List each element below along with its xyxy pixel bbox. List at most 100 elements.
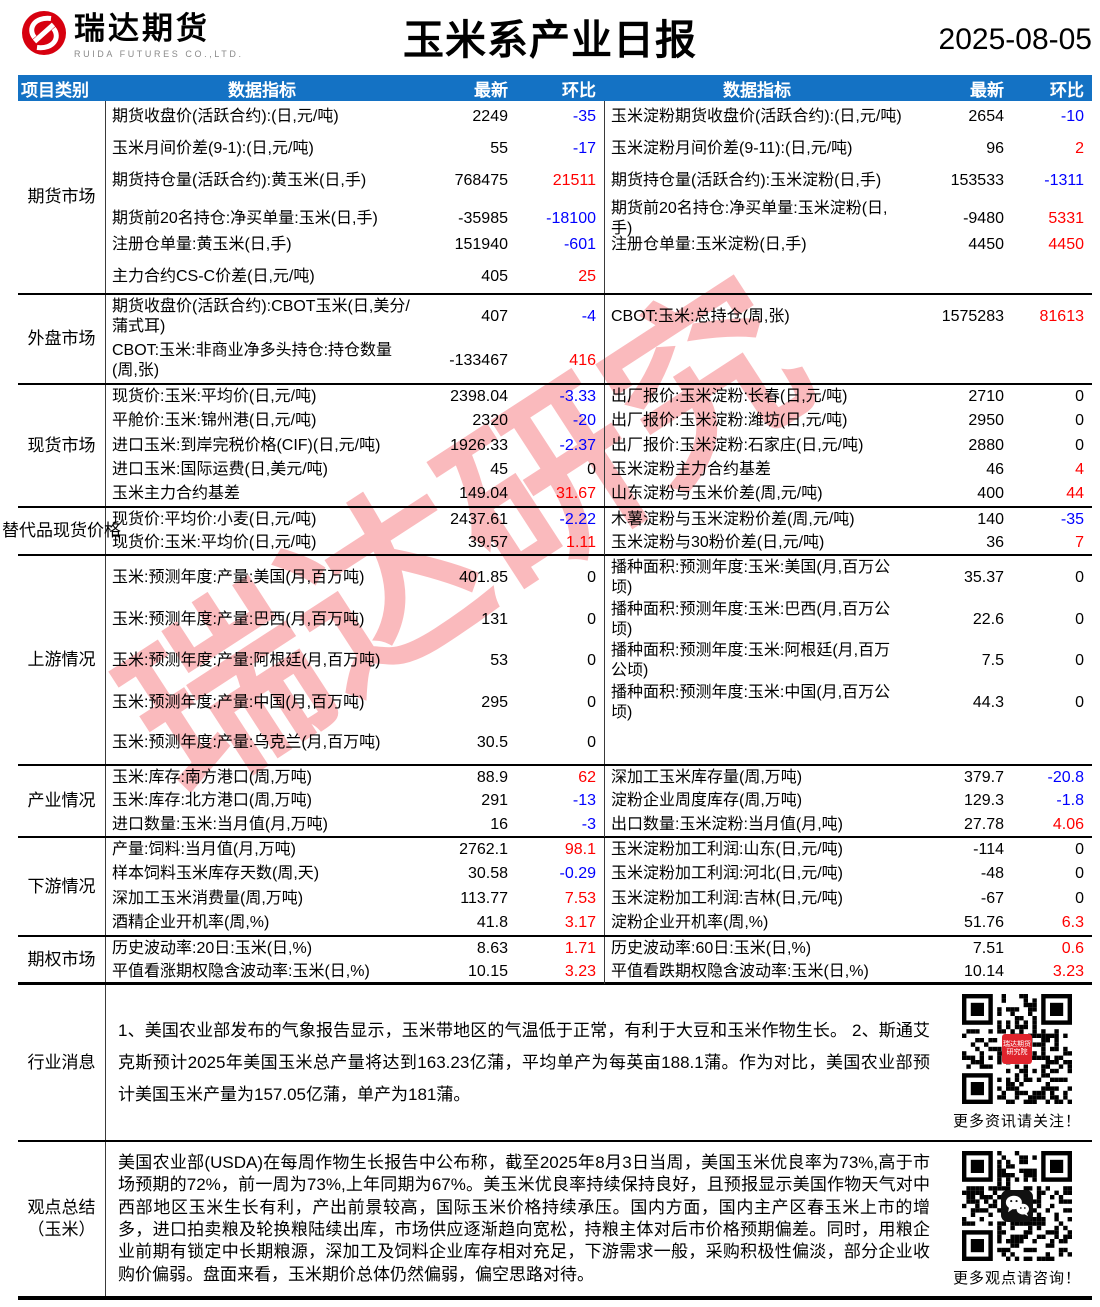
chg-value: 6.3 — [1061, 913, 1084, 931]
category-label: 上游情况 — [18, 556, 106, 764]
latest-value: 113.77 — [460, 889, 508, 907]
latest-value: 2950 — [968, 412, 1004, 430]
table-row: 样本饲料玉米库存天数(周,天) 30.58 -0.29 玉米淀粉加工利润:河北(日,元… — [106, 862, 1092, 887]
latest-value: -67 — [980, 889, 1004, 907]
category-label: 期货市场 — [18, 101, 106, 293]
chg-value: -2.22 — [559, 511, 596, 528]
logo-company-subtitle: RUIDA FUTURES CO.,LTD. — [74, 49, 244, 59]
indicator-label: 玉米:预测年度:产量:美国(月,百万吨) — [112, 569, 365, 586]
latest-value: 151940 — [454, 236, 508, 253]
section-news: 行业消息 1、美国农业部发布的气象报告显示，玉米带地区的气温低于正常，有利于大豆… — [18, 985, 1092, 1142]
chg-value: 0.6 — [1061, 940, 1084, 957]
chg-value: -0.29 — [559, 865, 596, 883]
indicator-label: 样本饲料玉米库存天数(周,天) — [112, 865, 320, 883]
table-row: 现货价:玉米:平均价(日,元/吨) 39.57 1.11 玉米淀粉与30粉价差(日,元… — [106, 531, 1092, 555]
chg-value: 3.17 — [564, 913, 596, 931]
table-row: 期货收盘价(活跃合约):(日,元/吨) 2249 -35 玉米淀粉期货收盘价(活跃合约… — [106, 101, 1092, 133]
latest-value: 39.57 — [467, 534, 508, 551]
chg-value: 0 — [1075, 569, 1084, 586]
chg-value: -1.8 — [1056, 792, 1084, 810]
indicator-label — [604, 722, 910, 764]
latest-value: 35.37 — [963, 569, 1004, 586]
latest-value: 131 — [481, 610, 508, 628]
table-row: 深加工玉米消费量(周,万吨) 113.77 7.53 玉米淀粉加工利润:吉林(日,元/… — [106, 886, 1092, 911]
category-label-news: 行业消息 — [18, 985, 106, 1140]
table-row: 期货收盘价(活跃合约):CBOT玉米(日,美分/蒲式耳) 407 -4 CBOT:玉米… — [106, 295, 1092, 339]
chg-value: 25 — [578, 268, 596, 285]
latest-value: 2710 — [968, 388, 1004, 406]
indicator-label: 玉米淀粉加工利润:河北(日,元/吨) — [604, 862, 910, 887]
chg-value: 0 — [587, 734, 596, 752]
category-text: 期货市场 — [27, 187, 96, 206]
latest-value: 2880 — [968, 436, 1004, 454]
data-table: 项目类别 数据指标 最新 环比 数据指标 最新 环比 期货市场 期货收盘价(活跃合… — [2, 75, 1092, 1300]
table-row: 历史波动率:20日:玉米(日,%) 8.63 1.71 历史波动率:60日:玉米(日,… — [106, 937, 1092, 961]
indicator-label: 平值看跌期权隐含波动率:玉米(日,%) — [604, 959, 910, 984]
category-text: 期权市场 — [27, 949, 96, 969]
chg-value: 0 — [1075, 889, 1084, 907]
indicator-label: 播种面积:预测年度:玉米:巴西(月,百万公顷) — [604, 597, 910, 642]
chg-value: 4 — [1075, 460, 1084, 478]
chg-value: 62 — [578, 769, 596, 786]
table-row: 产量:饲料:当月值(月,万吨) 2762.1 98.1 玉米淀粉加工利润:山东(日,元… — [106, 838, 1092, 863]
indicator-label: 玉米淀粉加工利润:吉林(日,元/吨) — [604, 886, 910, 911]
chg-value: -17 — [572, 140, 596, 157]
latest-value: 27.78 — [963, 815, 1004, 833]
latest-value: 36 — [986, 534, 1004, 551]
latest-value: 407 — [481, 308, 508, 325]
chg-value: 7.53 — [564, 889, 596, 907]
qrcode-consult — [962, 1150, 1072, 1261]
category-label: 替代品现货价格 — [2, 508, 121, 554]
indicator-label: CBOT:玉米:非商业净多头持仓:持仓数量(周,张) — [112, 342, 393, 379]
table-row: 进口玉米:国际运费(日,美元/吨) 45 0 玉米淀粉主力合约基差 46 4 — [106, 457, 1092, 482]
indicator-label: 期货收盘价(活跃合约):CBOT玉米(日,美分/蒲式耳) — [112, 298, 410, 335]
latest-value: 10.15 — [467, 962, 508, 980]
latest-value: 768475 — [454, 172, 508, 189]
indicator-label: 期货前20名持仓:净买单量:玉米(日,手) — [112, 210, 378, 227]
chg-value: 0 — [1075, 610, 1084, 628]
chg-value: -13 — [572, 792, 596, 810]
indicator-label: 播种面积:预测年度:玉米:中国(月,百万公顷) — [604, 680, 910, 725]
latest-value: 405 — [481, 268, 508, 285]
section-rows: 期货收盘价(活跃合约):(日,元/吨) 2249 -35 玉米淀粉期货收盘价(活跃合约… — [106, 101, 1092, 293]
latest-value — [910, 339, 1012, 383]
table-row: 进口玉米:到岸完税价格(CIF)(日,元/吨) 1926.33 -2.37 出厂报价:… — [106, 433, 1092, 458]
indicator-label: 玉米淀粉月间价差(9-11):(日,元/吨) — [604, 133, 910, 165]
wechat-icon — [1001, 1189, 1033, 1222]
chg-value — [1012, 261, 1092, 293]
latest-value: -48 — [980, 865, 1004, 883]
table-row: 玉米:库存:南方港口(周,万吨) 88.9 62 深加工玉米库存量(周,万吨) 379.… — [106, 766, 1092, 790]
chg-value: 44 — [1066, 484, 1084, 502]
indicator-label: CBOT:玉米:总持仓(周,张) — [604, 295, 910, 339]
latest-value: 2398.04 — [450, 388, 508, 406]
category-label: 现货市场 — [18, 385, 106, 506]
chg-value: 0 — [587, 693, 596, 711]
chg-value: -35 — [1060, 511, 1084, 528]
indicator-label: 玉米:预测年度:产量:乌克兰(月,百万吨) — [112, 734, 381, 752]
table-row: 进口数量:玉米:当月值(月,万吨) 16 -3 出口数量:玉米淀粉:当月值(月,吨) 2… — [106, 812, 1092, 837]
category-label: 外盘市场 — [18, 295, 106, 383]
chg-value: -2.37 — [559, 436, 596, 454]
section-rows: 现货价:玉米:平均价(日,元/吨) 2398.04 -3.33 出厂报价:玉米淀粉:长… — [106, 385, 1092, 507]
section-industry: 产业情况 玉米:库存:南方港口(周,万吨) 88.9 62 深加工玉米库存量(周,万吨)… — [18, 766, 1092, 838]
latest-value: 96 — [986, 140, 1004, 157]
latest-value: 30.58 — [467, 865, 508, 883]
col-header-category: 项目类别 — [21, 80, 89, 100]
news-content: 1、美国农业部发布的气象报告显示，玉米带地区的气温低于正常，有利于大豆和玉米作物… — [106, 985, 942, 1140]
latest-value: 2762.1 — [459, 841, 508, 859]
chg-value — [1012, 339, 1092, 383]
indicator-label: 玉米:预测年度:产量:中国(月,百万吨) — [112, 693, 365, 711]
table-row: 主力合约CS-C价差(日,元/吨) 405 25 — [106, 261, 1092, 293]
category-text: 替代品现货价格 — [2, 521, 121, 540]
section-downstream: 下游情况 产量:饲料:当月值(月,万吨) 2762.1 98.1 玉米淀粉加工利润:山东… — [18, 838, 1092, 937]
indicator-label: 历史波动率:20日:玉米(日,%) — [112, 940, 313, 957]
latest-value: 88.9 — [476, 769, 508, 786]
latest-value: 4450 — [968, 236, 1004, 253]
latest-value: 2320 — [472, 412, 508, 430]
latest-value: 1926.33 — [450, 436, 508, 454]
chg-value: 416 — [569, 352, 596, 369]
chg-value: -4 — [581, 308, 596, 325]
indicator-label: 出厂报价:玉米淀粉:潍坊(日,元/吨) — [604, 409, 910, 434]
latest-value: 291 — [481, 792, 508, 810]
